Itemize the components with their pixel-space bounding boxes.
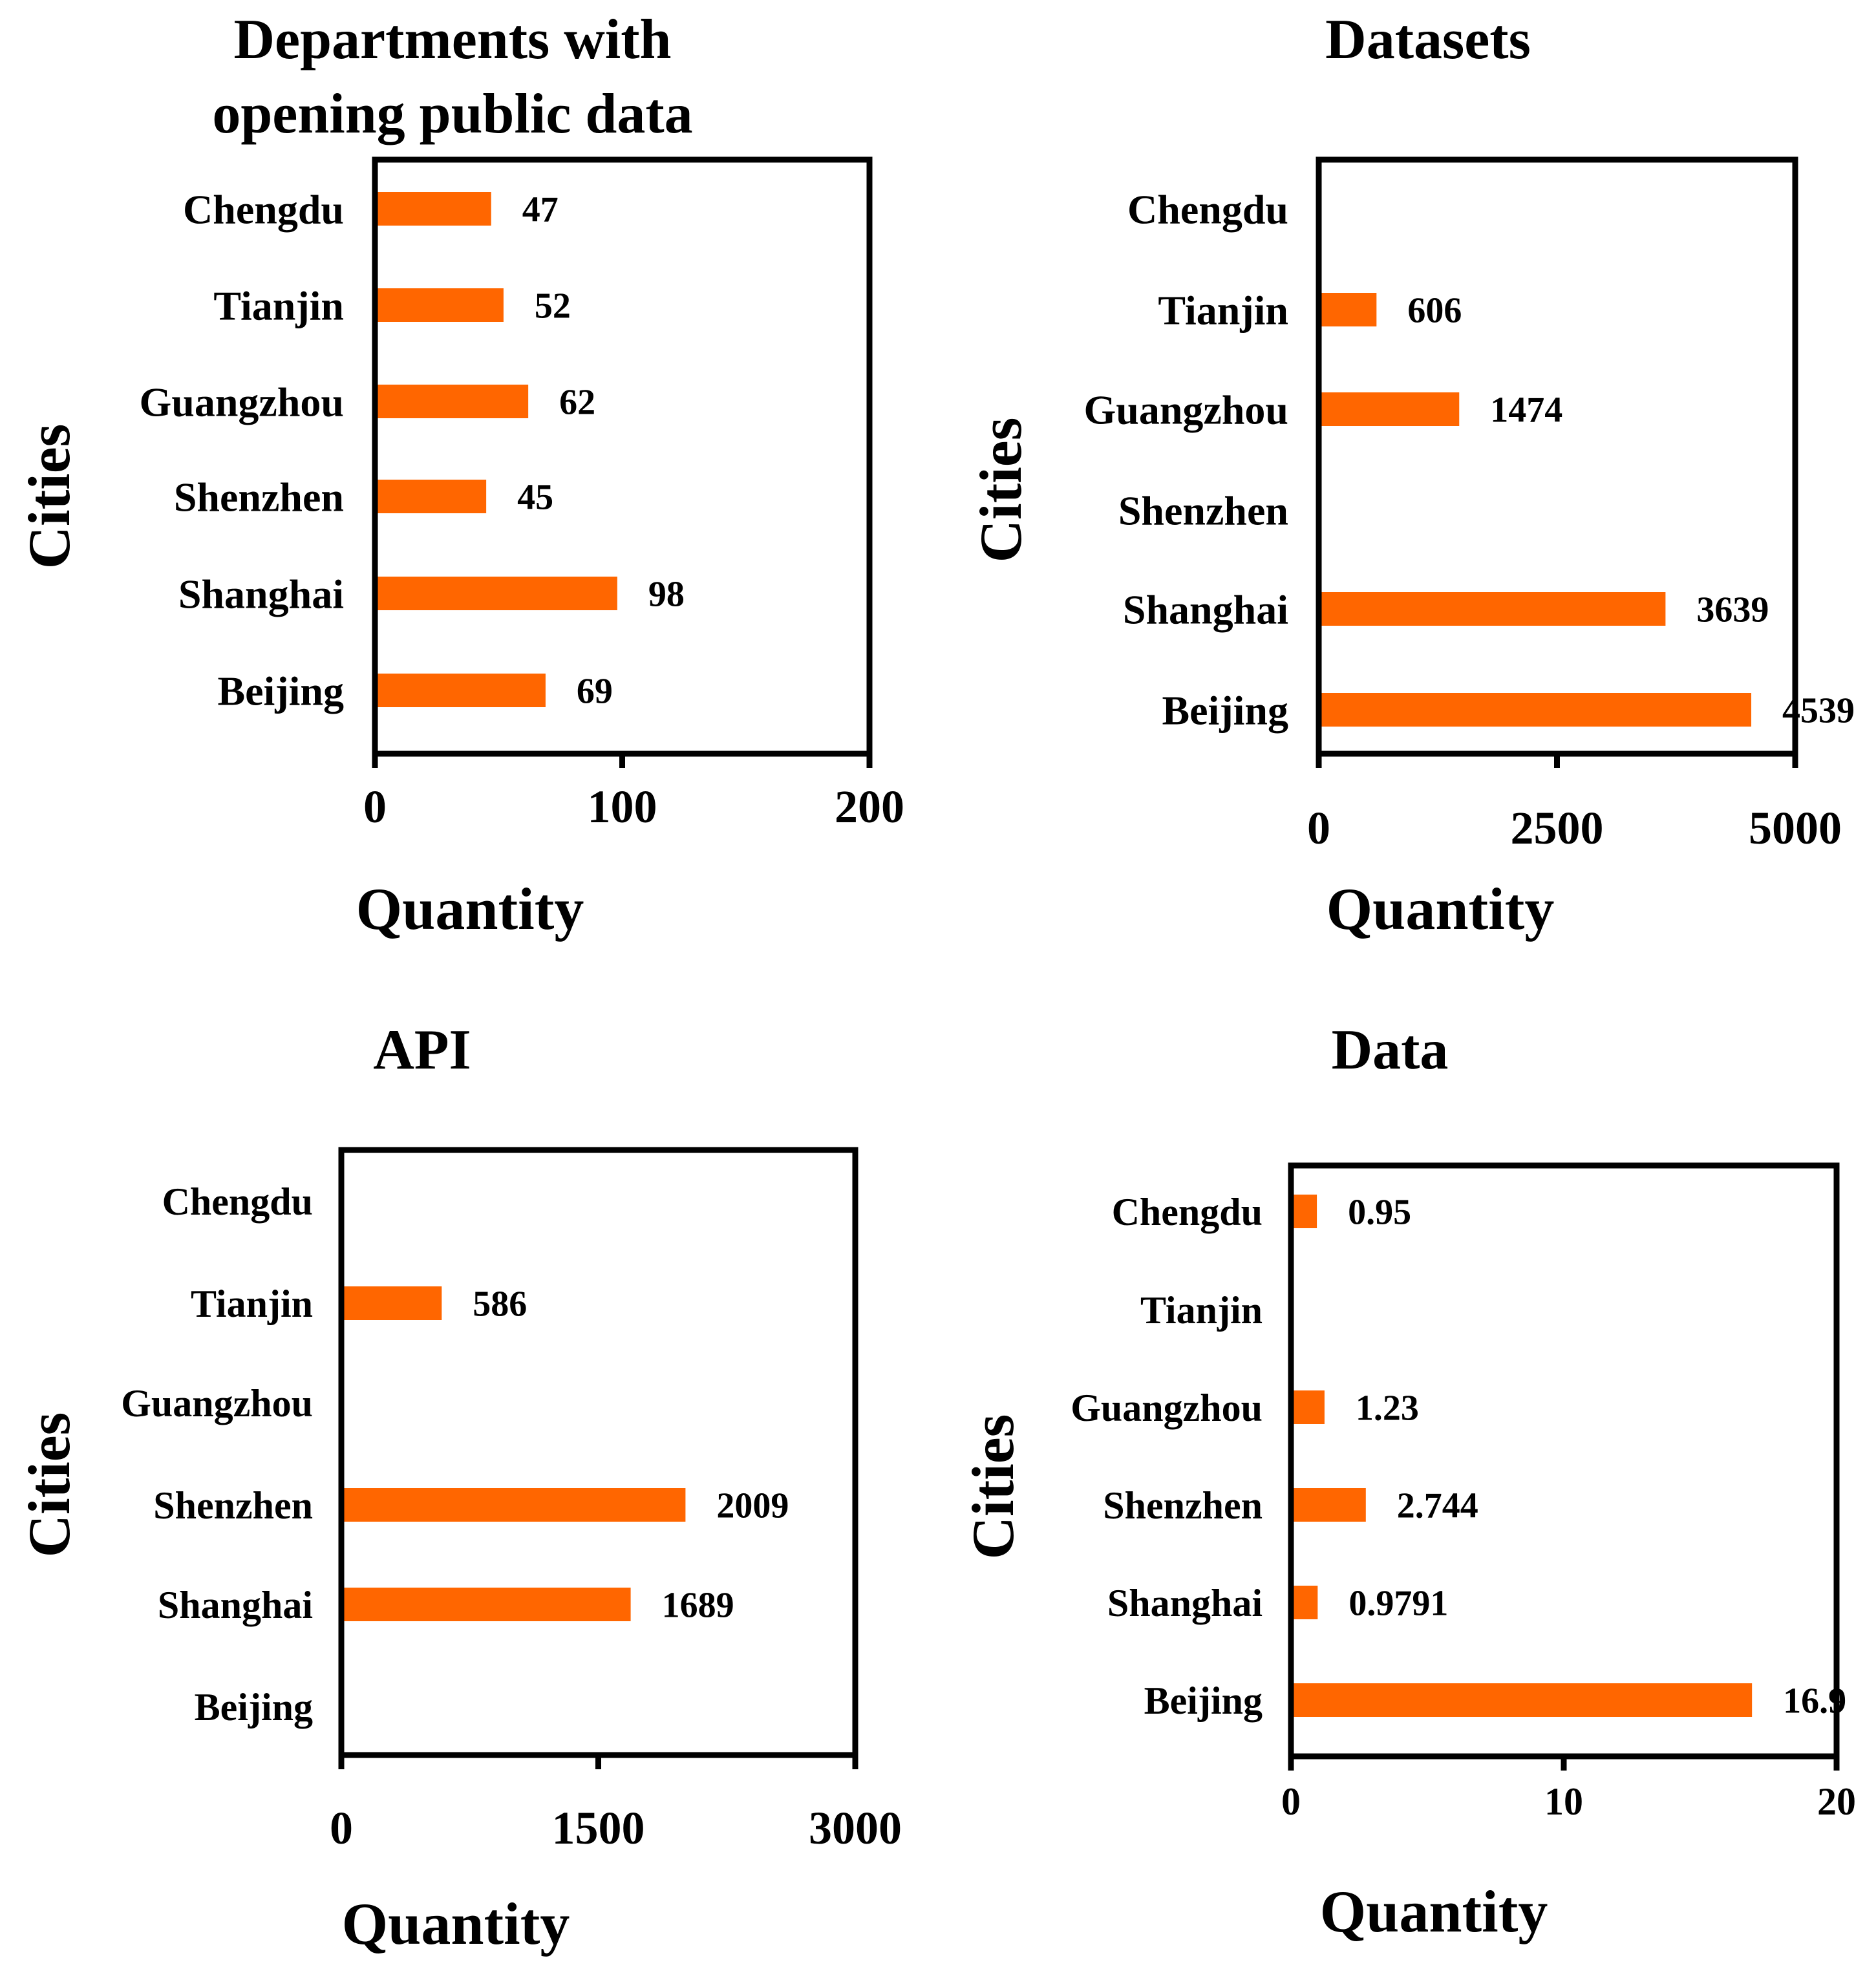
category-label-tianjin: Tianjin: [1140, 1289, 1263, 1332]
category-label-chengdu: Chengdu: [1112, 1191, 1263, 1233]
category-label-tianjin: Tianjin: [213, 282, 344, 328]
x-tick-label: 0: [1281, 1780, 1301, 1823]
x-tick-label: 0: [1307, 802, 1330, 854]
category-label-beijing: Beijing: [1162, 687, 1288, 733]
x-axis-title: Quantity: [1320, 1879, 1548, 1944]
x-tick-label: 10: [1544, 1780, 1583, 1823]
bar-guangzhou: [375, 385, 529, 418]
data-label-tianjin: 52: [535, 286, 571, 326]
bar-guangzhou: [1319, 392, 1460, 426]
bar-shanghai: [341, 1588, 631, 1621]
data-label-guangzhou: 62: [559, 383, 595, 423]
category-label-shanghai: Shanghai: [1123, 586, 1288, 632]
bar-beijing: [375, 674, 546, 707]
chart-title: API: [373, 1019, 471, 1081]
category-label-guangzhou: Guangzhou: [121, 1382, 313, 1425]
bar-tianjin: [375, 288, 504, 322]
x-axis-title: Quantity: [342, 1891, 570, 1957]
category-label-guangzhou: Guangzhou: [1083, 387, 1288, 432]
category-label-shanghai: Shanghai: [178, 571, 344, 617]
category-label-shanghai: Shanghai: [158, 1584, 313, 1626]
x-tick-label: 5000: [1749, 802, 1842, 854]
category-label-chengdu: Chengdu: [1127, 186, 1288, 232]
data-label-beijing: 69: [577, 672, 613, 712]
bar-beijing: [1291, 1683, 1753, 1717]
category-label-shenzhen: Shenzhen: [1118, 487, 1288, 533]
bar-shenzhen: [341, 1488, 686, 1522]
plot-frame: [338, 1147, 858, 1758]
x-tick-label: 100: [588, 781, 657, 833]
y-axis-title: Cities: [16, 1412, 82, 1558]
category-label-beijing: Beijing: [1144, 1679, 1263, 1722]
x-axis-title: Quantity: [1327, 876, 1555, 942]
data-label-shanghai: 1689: [662, 1586, 734, 1626]
y-axis-title: Cities: [968, 418, 1034, 563]
plot-frame: [372, 156, 873, 757]
bar-chengdu: [375, 192, 491, 226]
y-axis-title: Cities: [16, 424, 82, 569]
plot-frame: [1288, 1162, 1840, 1760]
data-label-shanghai: 98: [648, 575, 685, 615]
chart-title: opening public data: [212, 83, 692, 145]
category-label-shanghai: Shanghai: [1107, 1582, 1263, 1624]
x-tick-label: 0: [363, 781, 387, 833]
category-label-beijing: Beijing: [195, 1686, 313, 1729]
data-label-shenzhen: 2.744: [1397, 1486, 1478, 1526]
data-label-guangzhou: 1474: [1490, 390, 1562, 431]
data-label-shenzhen: 2009: [716, 1486, 789, 1526]
bar-shanghai: [1291, 1586, 1318, 1619]
x-tick-label: 200: [835, 781, 904, 833]
x-tick-label: 20: [1817, 1780, 1856, 1823]
departments-chart: Departments with opening public data 69 Bei…: [16, 8, 904, 942]
data-label-chengdu: 0.95: [1348, 1193, 1411, 1233]
category-label-tianjin: Tianjin: [1158, 287, 1288, 333]
data-label-shanghai: 3639: [1696, 590, 1769, 630]
bar-tianjin: [1319, 293, 1377, 326]
x-axis-title: Quantity: [356, 876, 584, 942]
chart-title: Datasets: [1325, 8, 1531, 71]
bar-guangzhou: [1291, 1390, 1325, 1424]
bar-chengdu: [1291, 1195, 1317, 1228]
x-tick-label: 1500: [552, 1802, 645, 1854]
data-label-shenzhen: 45: [517, 478, 553, 518]
bar-tianjin: [341, 1286, 442, 1320]
category-label-beijing: Beijing: [217, 668, 344, 714]
bar-shanghai: [1319, 592, 1666, 626]
x-tick-label: 2500: [1511, 802, 1604, 854]
chart-title: Data: [1332, 1019, 1449, 1081]
x-tick-label: 3000: [809, 1802, 902, 1854]
bar-shanghai: [375, 577, 617, 610]
bar-beijing: [1319, 693, 1752, 727]
api-chart: API Beijing 1689 Shanghai 2009 Shenzhen Guangz…: [16, 1019, 902, 1957]
category-label-chengdu: Chengdu: [162, 1180, 313, 1223]
datasets-chart: Datasets4539Beijing3639ShanghaiShenzhen1…: [968, 8, 1855, 942]
category-label-chengdu: Chengdu: [183, 186, 344, 232]
data-chart: Data16.9Beijing0.9791Shanghai2.744Shenzh…: [960, 1019, 1856, 1944]
y-axis-title: Cities: [960, 1414, 1026, 1560]
category-label-tianjin: Tianjin: [191, 1283, 313, 1325]
chart-title: Departments with: [233, 8, 671, 71]
data-label-shanghai: 0.9791: [1348, 1584, 1448, 1624]
data-label-chengdu: 47: [522, 190, 559, 230]
bar-shenzhen: [375, 480, 487, 513]
plot-frame: [1316, 156, 1798, 757]
category-label-shenzhen: Shenzhen: [153, 1484, 313, 1527]
data-label-guangzhou: 1.23: [1356, 1389, 1419, 1429]
category-label-shenzhen: Shenzhen: [1103, 1484, 1263, 1527]
category-label-guangzhou: Guangzhou: [1071, 1387, 1263, 1429]
data-label-tianjin: 606: [1407, 291, 1462, 331]
data-label-tianjin: 586: [473, 1284, 527, 1325]
category-label-shenzhen: Shenzhen: [174, 474, 344, 520]
bar-shenzhen: [1291, 1488, 1366, 1522]
x-tick-label: 0: [330, 1802, 353, 1854]
category-label-guangzhou: Guangzhou: [139, 379, 344, 425]
